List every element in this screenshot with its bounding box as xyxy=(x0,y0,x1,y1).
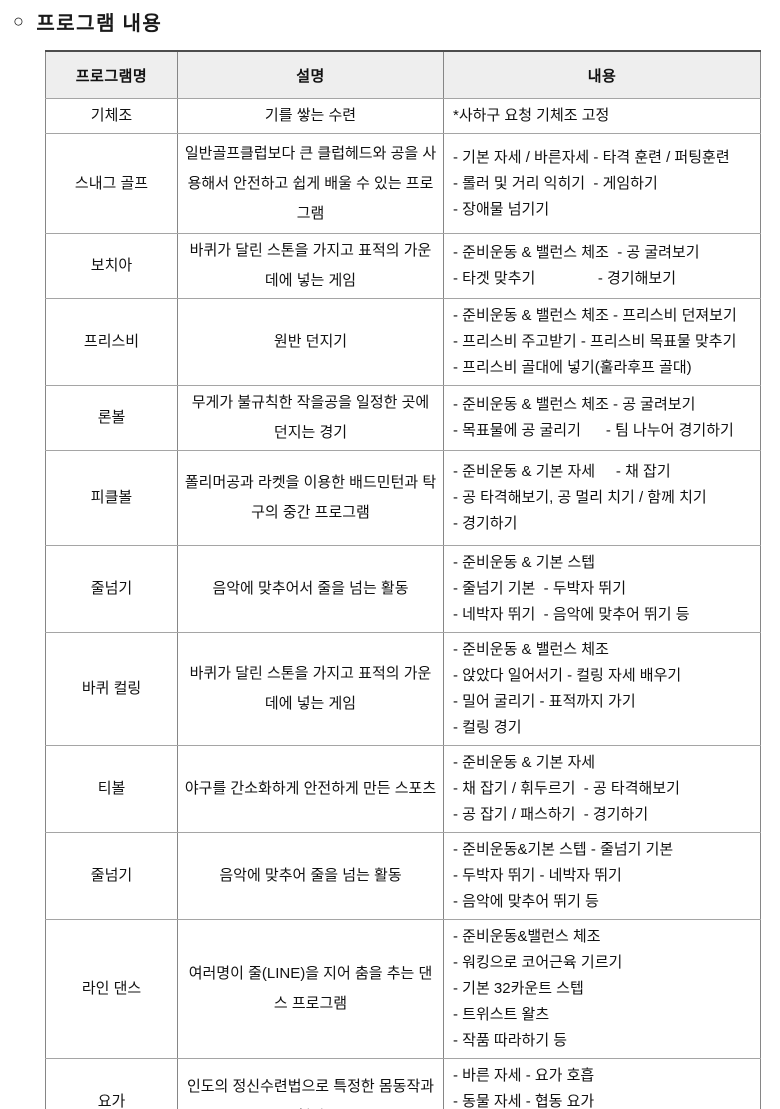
program-content: - 준비운동 & 밸런스 체조 - 앉았다 일어서기 - 컬링 자세 배우기 -… xyxy=(443,632,761,746)
program-name: 줄넘기 xyxy=(45,545,178,633)
program-desc: 여러명이 줄(LINE)을 지어 춤을 추는 댄스 프로그램 xyxy=(177,919,444,1059)
program-name: 줄넘기 xyxy=(45,832,178,920)
table-row: 보치아 바퀴가 달린 스톤을 가지고 표적의 가운데에 넣는 게임 - 준비운동… xyxy=(45,233,761,299)
program-name: 라인 댄스 xyxy=(45,919,178,1059)
table-row: 티볼 야구를 간소화하게 안전하게 만든 스포츠 - 준비운동 & 기본 자세 … xyxy=(45,745,761,833)
table-row: 론볼 무게가 불규칙한 작을공을 일정한 곳에 던지는 경기 - 준비운동 & … xyxy=(45,385,761,451)
program-name: 스내그 골프 xyxy=(45,133,178,234)
program-content: - 준비운동 & 기본 스텝 - 줄넘기 기본 - 두박자 뛰기 - 네박자 뛰… xyxy=(443,545,761,633)
program-desc: 야구를 간소화하게 안전하게 만든 스포츠 xyxy=(177,745,444,833)
table-row: 스내그 골프 일반골프클럽보다 큰 클럽헤드와 공을 사용해서 안전하고 쉽게 … xyxy=(45,133,761,234)
page-title: ○ 프로그램 내용 xyxy=(13,7,162,36)
program-content: - 준비운동 & 기본 자세 - 채 잡기 - 공 타격해보기, 공 멀리 치기… xyxy=(443,450,761,546)
table-row: 기체조 기를 쌓는 수련 *사하구 요청 기체조 고정 xyxy=(45,98,761,134)
program-desc: 기를 쌓는 수련 xyxy=(177,98,444,134)
program-name: 론볼 xyxy=(45,385,178,451)
table-row: 줄넘기 음악에 맞추어 줄을 넘는 활동 - 준비운동&기본 스텝 - 줄넘기 … xyxy=(45,832,761,920)
program-table: 프로그램명 설명 내용 기체조 기를 쌓는 수련 *사하구 요청 기체조 고정 … xyxy=(45,50,761,1109)
program-desc: 음악에 맞추어서 줄을 넘는 활동 xyxy=(177,545,444,633)
program-desc: 일반골프클럽보다 큰 클럽헤드와 공을 사용해서 안전하고 쉽게 배울 수 있는… xyxy=(177,133,444,234)
program-content: - 준비운동 & 밸런스 체조 - 공 굴려보기 - 타겟 맞추기 - 경기해보… xyxy=(443,233,761,299)
table-row: 바퀴 컬링 바퀴가 달린 스톤을 가지고 표적의 가운데에 넣는 게임 - 준비… xyxy=(45,632,761,746)
program-name: 프리스비 xyxy=(45,298,178,386)
program-content: - 준비운동 & 기본 자세 - 채 잡기 / 휘두르기 - 공 타격해보기 -… xyxy=(443,745,761,833)
program-content: - 준비운동 & 밸런스 체조 - 프리스비 던져보기 - 프리스비 주고받기 … xyxy=(443,298,761,386)
program-name: 기체조 xyxy=(45,98,178,134)
program-content: - 준비운동&기본 스텝 - 줄넘기 기본 - 두박자 뛰기 - 네박자 뛰기 … xyxy=(443,832,761,920)
program-desc: 원반 던지기 xyxy=(177,298,444,386)
table-row: 프리스비 원반 던지기 - 준비운동 & 밸런스 체조 - 프리스비 던져보기 … xyxy=(45,298,761,386)
program-name: 티볼 xyxy=(45,745,178,833)
table-row: 줄넘기 음악에 맞추어서 줄을 넘는 활동 - 준비운동 & 기본 스텝 - 줄… xyxy=(45,545,761,633)
program-content: - 준비운동 & 밸런스 체조 - 공 굴려보기 - 목표물에 공 굴리기 - … xyxy=(443,385,761,451)
program-content: - 바른 자세 - 요가 호흡 - 동물 자세 - 협동 요가 - 외발 요가 … xyxy=(443,1058,761,1109)
program-content: *사하구 요청 기체조 고정 xyxy=(443,98,761,134)
program-desc: 바퀴가 달린 스톤을 가지고 표적의 가운데에 넣는 게임 xyxy=(177,632,444,746)
table-row: 요가 인도의 정신수련법으로 특정한 몸동작과 행위 - 바른 자세 - 요가 … xyxy=(45,1058,761,1109)
page-title-text: 프로그램 내용 xyxy=(36,13,163,35)
program-desc: 무게가 불규칙한 작을공을 일정한 곳에 던지는 경기 xyxy=(177,385,444,451)
program-desc: 인도의 정신수련법으로 특정한 몸동작과 행위 xyxy=(177,1058,444,1109)
header-program-name: 프로그램명 xyxy=(45,50,178,99)
table-row: 라인 댄스 여러명이 줄(LINE)을 지어 춤을 추는 댄스 프로그램 - 준… xyxy=(45,919,761,1059)
program-name: 바퀴 컬링 xyxy=(45,632,178,746)
program-name: 요가 xyxy=(45,1058,178,1109)
program-desc: 바퀴가 달린 스톤을 가지고 표적의 가운데에 넣는 게임 xyxy=(177,233,444,299)
header-description: 설명 xyxy=(177,50,444,99)
program-content: - 준비운동&밸런스 체조 - 워킹으로 코어근육 기르기 - 기본 32카운트… xyxy=(443,919,761,1059)
circle-bullet-icon: ○ xyxy=(13,11,26,31)
table-row: 피클볼 폴리머공과 라켓을 이용한 배드민턴과 탁구의 중간 프로그램 - 준비… xyxy=(45,450,761,546)
program-name: 피클볼 xyxy=(45,450,178,546)
program-desc: 음악에 맞추어 줄을 넘는 활동 xyxy=(177,832,444,920)
header-contents: 내용 xyxy=(443,50,761,99)
table-header-row: 프로그램명 설명 내용 xyxy=(45,50,761,99)
program-content: - 기본 자세 / 바른자세 - 타격 훈련 / 퍼팅훈련 - 롤러 및 거리 … xyxy=(443,133,761,234)
program-desc: 폴리머공과 라켓을 이용한 배드민턴과 탁구의 중간 프로그램 xyxy=(177,450,444,546)
program-name: 보치아 xyxy=(45,233,178,299)
